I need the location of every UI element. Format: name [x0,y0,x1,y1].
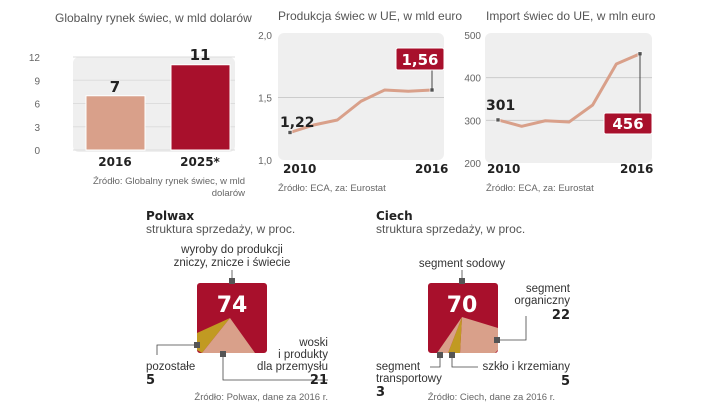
slice-value: 22 [552,308,570,323]
slice-label: i produkty [278,349,328,361]
source: Źródło: Polwax, dane za 2016 r. [194,392,328,403]
slice-label: pozostałe [146,361,195,373]
chart-subtitle: struktura sprzedaży, w proc. [376,222,525,236]
slice-label: segment [526,283,571,295]
y-tick-label: 6 [34,100,40,111]
x-tick-label: 2010 [283,162,316,176]
bar [170,64,231,151]
main-value: 74 [217,293,248,318]
source: Źródło: ECA, za: Eurostat [278,183,386,194]
y-tick-label: 0 [34,146,40,157]
slice-label: segment sodowy [419,258,506,270]
slice-waxes [202,318,255,353]
chart-subtitle: struktura sprzedaży, w proc. [146,222,295,236]
slice-other [197,318,230,353]
data-label: 7 [110,78,120,96]
first-value-label: 1,22 [280,115,315,131]
slice-label: dla przemysłu [257,361,328,373]
source: Źródło: ECA, za: Eurostat [486,183,594,194]
chart-title: Ciech [376,209,413,223]
slice-transport [437,317,462,353]
slice-label: segment [376,361,421,373]
slice-organic [460,317,498,353]
chart-title: Import świec do UE, w mln euro [486,9,656,23]
line-chart-production: Produkcja świec w UE, w mld euro 2,0 1,5 1… [258,9,462,194]
y-tick-label: 1,0 [258,156,272,167]
pie-polwax: Polwax struktura sprzedaży, w proc. wyro… [146,209,328,403]
bar [85,95,146,151]
slice-value: 3 [376,385,385,400]
y-tick-label: 500 [464,31,481,42]
end-marker [495,117,501,123]
x-tick-label: 2016 [98,155,131,169]
x-tick-label: 2010 [487,162,520,176]
chart-title: Polwax [146,209,194,223]
slice-label: szkło i krzemiany [482,361,570,373]
slice-value: 5 [146,373,155,388]
source: Źródło: Ciech, dane za 2016 r. [428,392,555,403]
slice-label: zniczy, znicze i świecie [174,257,291,269]
slice-label: transportowy [376,373,442,385]
first-value-label: 301 [486,98,515,114]
y-tick-label: 3 [34,123,40,134]
y-tick-label: 12 [29,53,41,64]
y-tick-label: 1,5 [258,94,272,105]
source: Źródło: Globalny rynek świec, w mld [93,176,245,187]
x-tick-label: 2016 [415,162,448,176]
data-label: 11 [190,46,211,64]
y-tick-label: 200 [464,159,481,170]
bar-chart-market: Globalny rynek świec, w mld dolarów 0 3 6 9… [29,11,252,199]
slice-label: wyroby do produkcji [180,244,283,256]
last-value-box [395,47,445,71]
pie-ciech: Ciech struktura sprzedaży, w proc. segme… [376,209,571,403]
last-value-label: 456 [612,115,643,133]
last-value-label: 1,56 [401,51,438,69]
chart-title: Globalny rynek świec, w mld dolarów [55,11,252,25]
end-marker [287,130,293,135]
y-tick-label: 2,0 [258,31,272,42]
y-tick-label: 9 [34,76,40,87]
y-tick-label: 300 [464,116,481,127]
x-tick-label: 2016 [620,162,653,176]
source: dolarów [212,188,245,199]
slice-label: woski [298,337,328,349]
slice-value: 21 [310,373,328,388]
last-value-box [603,112,653,135]
x-tick-label: 2025* [180,155,220,169]
slice-value: 5 [561,374,570,389]
line-chart-import: Import świec do UE, w mln euro 500 400 300… [464,9,655,194]
chart-title: Produkcja świec w UE, w mld euro [278,9,462,23]
y-tick-label: 400 [464,74,481,85]
slice-label: organiczny [514,295,570,307]
main-value: 70 [447,293,478,318]
